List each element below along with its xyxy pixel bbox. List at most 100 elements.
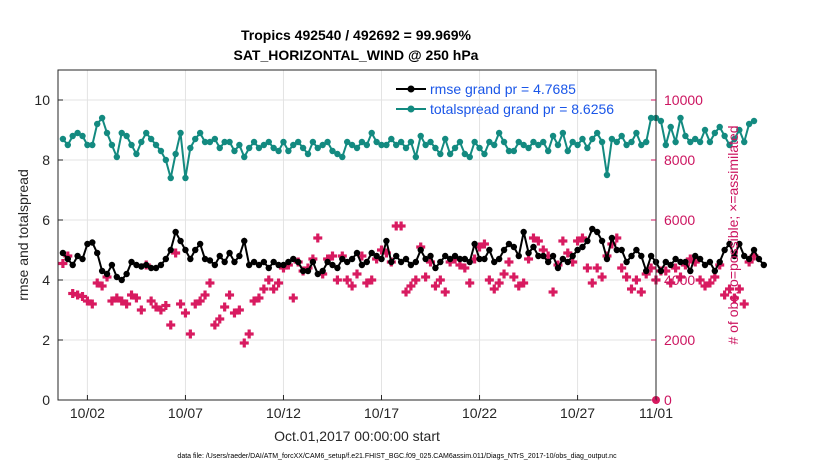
series-totalspread-point — [339, 153, 346, 161]
series-totalspread-point — [613, 138, 620, 146]
series-totalspread-point — [118, 129, 125, 137]
obs-count-marker — [92, 278, 102, 288]
series-totalspread-point — [358, 138, 366, 146]
series-totalspread-point — [647, 114, 655, 122]
obs-count-marker — [577, 233, 587, 243]
obs-count-marker — [396, 221, 406, 231]
series-rmse-point — [147, 264, 155, 272]
obs-count-marker — [514, 281, 524, 291]
series-rmse-point — [618, 246, 625, 254]
series-totalspread-point — [726, 141, 733, 149]
obs-count-marker — [269, 284, 279, 294]
series-rmse-point — [285, 258, 292, 266]
series-totalspread-point — [451, 144, 459, 152]
series-rmse-point — [319, 267, 326, 275]
series-totalspread-point — [515, 138, 522, 146]
obs-count-marker — [180, 308, 190, 318]
series-rmse-point — [549, 252, 557, 260]
series-rmse-point — [657, 267, 665, 275]
series-totalspread-point — [187, 144, 194, 152]
obs-count-marker — [465, 278, 475, 288]
series-totalspread-point — [642, 138, 650, 146]
obs-count-marker — [274, 278, 284, 288]
obs-count-marker — [406, 281, 416, 291]
obs-count-marker — [720, 290, 730, 300]
series-totalspread-point — [559, 129, 567, 137]
obs-count-marker — [411, 275, 421, 285]
series-rmse-point — [623, 258, 630, 266]
series-totalspread-point — [706, 138, 714, 146]
series-rmse-point — [535, 252, 542, 260]
series-totalspread-point — [422, 141, 429, 149]
legend-marker-rmse — [407, 85, 415, 93]
plot-frame — [57, 69, 657, 401]
series-totalspread-point — [59, 135, 67, 143]
series-rmse-point — [731, 252, 738, 260]
obs-count-marker — [533, 236, 543, 246]
obs-count-marker — [254, 293, 264, 303]
x-tick-label: 10/22 — [462, 405, 497, 421]
series-totalspread-point — [495, 129, 503, 137]
series-totalspread-point — [270, 144, 277, 152]
series-rmse-point — [334, 264, 341, 272]
x-tick-label: 11/01 — [639, 405, 673, 421]
series-rmse-point — [510, 243, 518, 251]
y-tick-label-right: 4000 — [664, 272, 695, 288]
series-totalspread-point — [461, 150, 469, 158]
obs-count-marker — [131, 293, 141, 303]
series-rmse-point — [481, 255, 488, 263]
series-rmse-point — [593, 228, 601, 236]
series-totalspread-point — [623, 141, 630, 149]
series-rmse-point — [138, 263, 145, 270]
series-totalspread-point — [579, 135, 586, 143]
series-rmse-point — [579, 243, 586, 251]
series-totalspread-point — [216, 144, 223, 152]
series-totalspread-point — [383, 141, 390, 149]
obs-count-marker — [519, 278, 529, 288]
series-rmse-point — [177, 237, 184, 245]
series-totalspread-point — [133, 150, 140, 158]
y-tick-label-right: 2000 — [664, 332, 695, 348]
series-totalspread-point — [368, 129, 375, 137]
series-rmse-point — [402, 255, 410, 263]
obs-count-marker — [435, 275, 445, 285]
obs-count-marker — [421, 272, 431, 282]
series-totalspread-point — [250, 138, 258, 146]
series-rmse-point — [128, 258, 135, 266]
obs-count-marker — [631, 275, 641, 285]
obs-count-marker — [117, 296, 127, 306]
series-totalspread-point — [167, 174, 174, 182]
series-rmse-point — [314, 270, 321, 278]
series-rmse-point — [559, 255, 567, 263]
obs-count-marker — [734, 284, 744, 294]
series-totalspread-point — [74, 129, 81, 137]
series-rmse-point — [633, 246, 640, 254]
obs-count-marker — [185, 329, 195, 339]
series-totalspread-point — [285, 147, 292, 155]
series-rmse-point — [373, 252, 380, 260]
series-rmse-point — [540, 252, 547, 260]
series-rmse-point — [554, 264, 562, 272]
obs-count-marker — [327, 251, 337, 261]
series-rmse-point — [696, 255, 704, 263]
obs-count-marker — [176, 299, 186, 309]
obs-count-marker — [626, 284, 636, 294]
series-totalspread-point — [172, 150, 179, 158]
series-rmse-point — [564, 258, 571, 266]
obs-count-marker — [739, 299, 749, 309]
series-rmse-point — [569, 252, 576, 260]
series-totalspread-point — [564, 147, 571, 155]
series-rmse-point — [294, 258, 302, 266]
obs-count-marker — [249, 296, 259, 306]
series-totalspread-point — [89, 141, 96, 149]
obs-count-marker — [622, 272, 632, 282]
series-rmse-point — [94, 249, 101, 257]
series-totalspread-point — [481, 150, 488, 158]
series-rmse-point — [84, 240, 91, 248]
series-rmse-point — [642, 267, 650, 275]
series-rmse-point — [677, 258, 684, 266]
data-file-footer: data file: /Users/raeder/DAI/ATM_forcXX/… — [177, 453, 617, 460]
series-totalspread-point — [343, 138, 351, 146]
series-rmse-point — [647, 252, 655, 260]
